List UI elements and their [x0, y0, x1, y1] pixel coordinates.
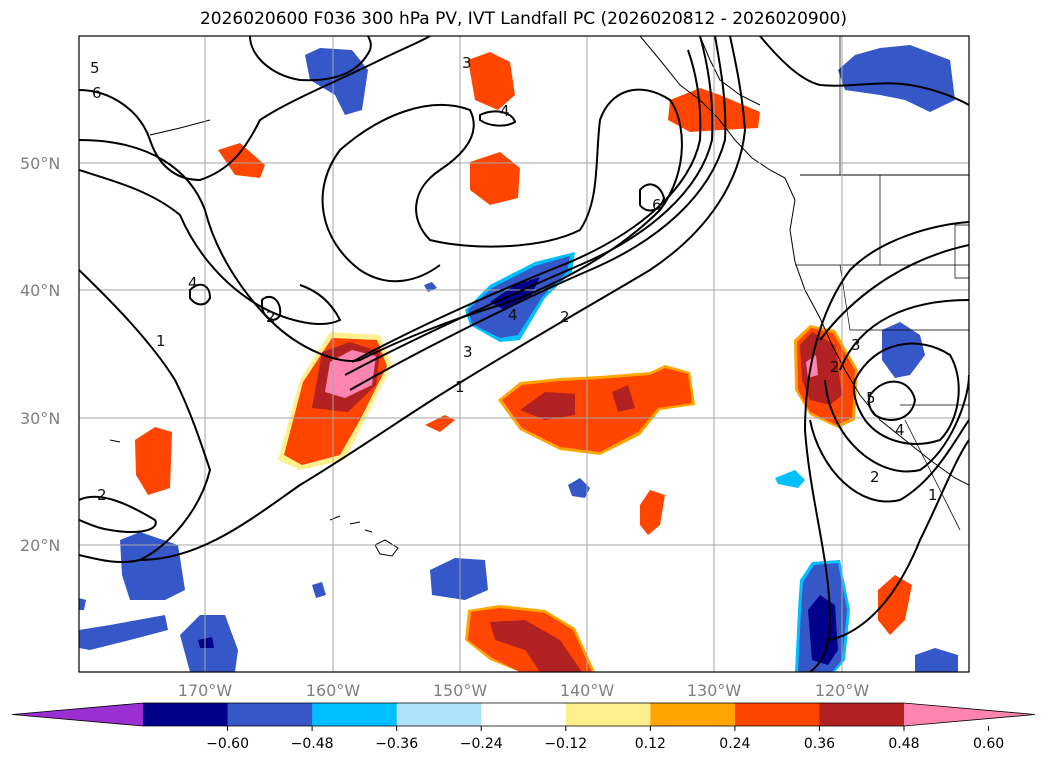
colorbar-bin — [565, 703, 651, 726]
colorbar-tick-label: 0.60 — [973, 736, 1004, 752]
colorbar-tick-label: 0.48 — [888, 736, 919, 752]
map-title: 2026020600 F036 300 hPa PV, IVT Landfall… — [199, 9, 847, 29]
contour-label: 2 — [830, 358, 840, 376]
contour-label: 3 — [462, 54, 472, 72]
colorbar-tick-label: −0.36 — [375, 736, 418, 752]
colorbar-bin — [650, 703, 736, 726]
latitude-labels: 50°N 40°N 30°N 20°N — [20, 154, 60, 555]
lat-label-30: 30°N — [20, 409, 60, 428]
contour-3 — [344, 36, 714, 376]
contour-label: 2 — [560, 308, 570, 326]
map-area: 1 2 3 4 5 6 1 2 3 4 4 2 2 5 4 3 2 1 6 — [79, 36, 969, 672]
colorbar-outline — [11, 702, 1036, 727]
contour-label: 4 — [508, 306, 518, 324]
contour-5-upper — [79, 88, 683, 362]
negative-anomalies — [79, 45, 958, 672]
colorbar-bin — [481, 703, 567, 726]
contour-labels: 1 2 3 4 5 6 1 2 3 4 4 2 2 5 4 3 2 1 6 — [90, 54, 938, 504]
contour-6 — [79, 36, 431, 182]
colorbar-tick-label: −0.60 — [206, 736, 249, 752]
contour-label: 3 — [463, 343, 473, 361]
colorbar-tick-label: 0.36 — [804, 736, 835, 752]
lat-label-50: 50°N — [20, 154, 60, 173]
contour-label: 6 — [92, 84, 102, 102]
contour-label: 1 — [156, 332, 166, 350]
pv-contours — [79, 36, 969, 672]
contour-label: 3 — [851, 336, 861, 354]
map-frame — [78, 35, 970, 673]
lon-label-170w: 170°W — [178, 681, 233, 700]
colorbar-bin — [227, 703, 313, 726]
contour-label: 1 — [455, 378, 465, 396]
contour-label: 2 — [870, 468, 880, 486]
lon-label-160w: 160°W — [306, 681, 361, 700]
colorbar-tick-labels: −0.60 −0.48 −0.36 −0.24 −0.12 0.12 0.24 0.36 0.4… — [206, 726, 1004, 752]
contour-label: 4 — [895, 421, 905, 439]
contour-2 — [79, 36, 727, 533]
contour-1 — [79, 36, 747, 564]
contour-label: 5 — [866, 389, 876, 407]
lat-label-40: 40°N — [20, 281, 60, 300]
colorbar-bin — [734, 703, 820, 726]
colorbar-bin — [312, 703, 398, 726]
lon-label-130w: 130°W — [687, 681, 742, 700]
lat-label-20: 20°N — [20, 536, 60, 555]
lon-label-120w: 120°W — [815, 681, 870, 700]
positive-anomalies — [135, 52, 912, 672]
colorbar-tick-label: 0.12 — [635, 736, 666, 752]
lon-label-150w: 150°W — [433, 681, 488, 700]
coastlines — [109, 36, 969, 557]
colorbar-extend-high — [904, 703, 1035, 726]
colorbar-extend-low — [12, 703, 143, 726]
colorbar-bin — [396, 703, 482, 726]
longitude-labels: 170°W 160°W 150°W 140°W 130°W 120°W — [178, 681, 870, 700]
colorbar-bin — [143, 703, 229, 726]
gridlines — [79, 36, 969, 672]
contour-label: 6 — [652, 196, 662, 214]
colorbar-bin — [819, 703, 905, 726]
contour-label: 5 — [90, 59, 100, 77]
contour-label: 2 — [266, 308, 276, 326]
colorbar-tick-label: −0.12 — [544, 736, 587, 752]
colorbar — [11, 702, 1036, 727]
contour-label: 2 — [97, 486, 107, 504]
lon-label-140w: 140°W — [560, 681, 615, 700]
colorbar-tick-label: 0.24 — [719, 736, 750, 752]
contour-4 — [351, 49, 702, 363]
colorbar-tick-label: −0.48 — [291, 736, 334, 752]
contour-label: 4 — [188, 274, 198, 292]
contour-label: 1 — [928, 486, 938, 504]
colorbar-tick-label: −0.24 — [460, 736, 503, 752]
contour-label: 4 — [500, 102, 510, 120]
